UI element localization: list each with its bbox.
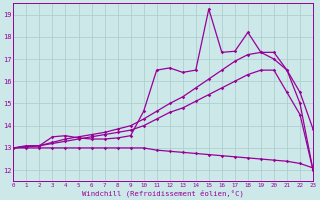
X-axis label: Windchill (Refroidissement éolien,°C): Windchill (Refroidissement éolien,°C) bbox=[82, 189, 244, 197]
